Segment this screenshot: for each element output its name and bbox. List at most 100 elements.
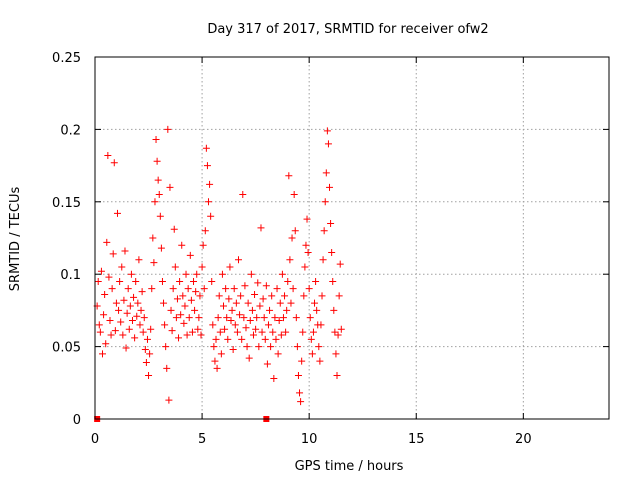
data-point [209,321,217,329]
data-point [173,295,181,303]
data-points [93,125,345,406]
data-point [264,321,272,329]
y-tick-label: 0.2 [60,123,81,138]
data-point [327,220,335,228]
data-point [331,328,339,336]
data-point [216,328,224,336]
data-point [289,285,297,293]
data-point [288,234,296,242]
data-point [94,277,102,285]
data-point [119,331,127,339]
data-point [261,335,269,343]
data-point [96,328,104,336]
data-point [213,364,221,372]
data-point [195,314,203,322]
data-point [152,136,160,144]
data-point [120,296,128,304]
data-point [244,299,252,307]
data-point [136,321,144,329]
data-point [220,302,227,310]
data-point [275,317,283,325]
data-point [180,319,188,327]
data-point [237,292,245,300]
data-point [272,335,280,343]
data-point [185,314,193,322]
data-point [205,198,213,206]
data-point [121,247,129,255]
data-point [296,389,304,397]
data-point [228,306,236,314]
data-point [108,285,116,293]
data-point [271,314,279,322]
data-point [328,248,336,256]
data-point [322,169,330,177]
data-point [197,331,205,339]
data-point [256,302,264,310]
data-point [115,306,123,314]
data-point [303,215,311,223]
data-point [160,299,168,307]
data-point [149,234,157,242]
x-axis-label: GPS time / hours [295,459,404,474]
data-point [316,357,324,365]
data-point [241,282,249,290]
data-point [257,224,265,232]
data-point [308,350,316,358]
axes: 0 5 10 15 20 0 0.05 0.1 0.15 0.2 0.25 [52,51,609,447]
data-point [193,270,201,278]
data-point [294,372,302,380]
data-point [181,302,189,310]
data-point [336,260,344,268]
data-point [287,299,295,307]
x-tick-label: 0 [91,432,99,447]
y-tick-label: 0 [73,413,81,428]
data-point [118,263,126,271]
data-point [319,256,327,264]
data-point [190,277,198,285]
data-point [167,306,175,314]
chart-title: Day 317 of 2017, SRMTID for receiver ofw… [207,22,488,37]
data-point [214,314,222,322]
data-point [223,314,231,322]
data-point [226,263,234,271]
data-point [332,350,340,358]
data-point [164,125,172,133]
data-point [321,198,329,206]
data-point [230,285,238,293]
data-point [109,250,117,258]
data-point [122,344,130,352]
data-point [210,343,218,351]
data-point [227,317,235,325]
data-point [290,191,298,199]
y-tick-label: 0.25 [52,51,81,66]
y-tick-label: 0.05 [52,341,81,356]
data-point [126,302,134,310]
data-point [212,335,220,343]
data-point [179,292,187,300]
data-point [270,374,278,382]
data-point [330,306,338,314]
data-point [282,328,290,336]
data-point [102,340,110,348]
data-point [143,335,151,343]
data-point [253,314,261,322]
data-point [101,290,109,298]
data-point [203,162,211,170]
data-point [260,314,268,322]
data-point [153,157,161,165]
data-point [132,277,140,285]
data-point [145,372,153,380]
data-point [162,343,170,351]
data-point [229,345,237,353]
data-point [138,288,146,296]
data-point [304,248,312,256]
x-tick-label: 20 [515,432,532,447]
data-point [239,191,247,199]
data-point [199,241,207,249]
data-point [112,299,120,307]
data-point [148,285,156,293]
data-point [248,306,256,314]
y-tick-label: 0.15 [52,196,81,211]
data-point [141,345,149,353]
data-point [269,328,277,336]
